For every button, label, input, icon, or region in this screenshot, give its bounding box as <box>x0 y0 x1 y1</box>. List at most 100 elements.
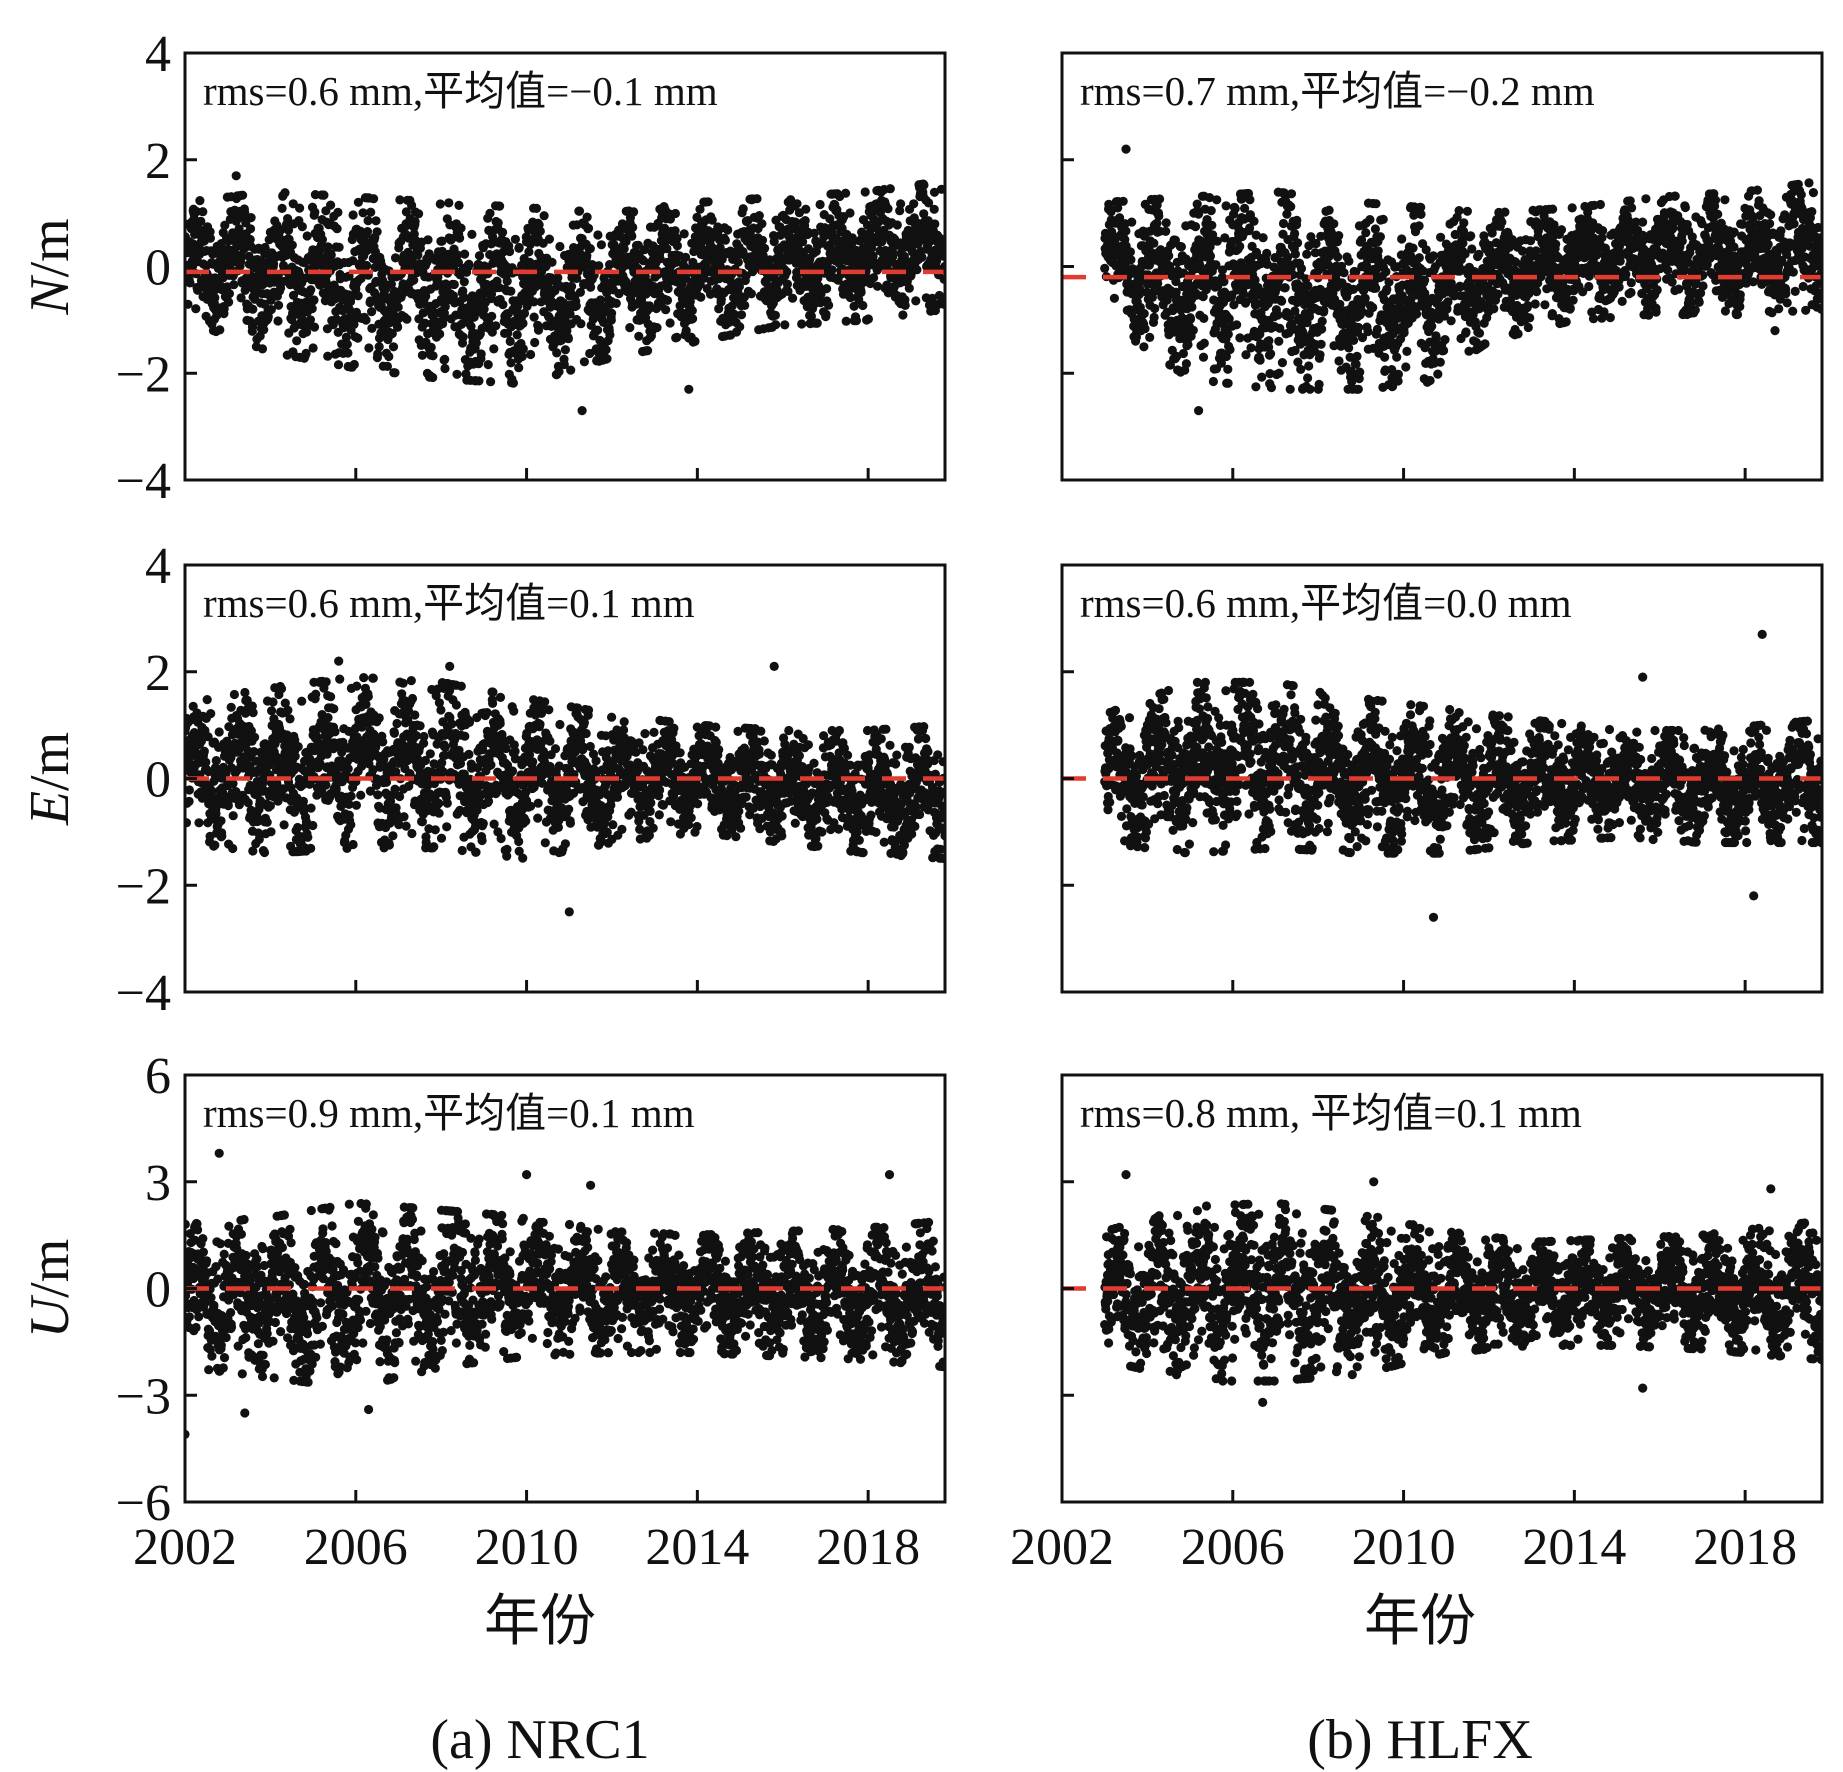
data-point <box>662 244 672 254</box>
data-point <box>1414 221 1424 231</box>
data-point <box>681 326 691 336</box>
data-point <box>353 291 363 301</box>
data-point <box>341 332 351 342</box>
data-point <box>652 323 662 333</box>
data-point <box>809 228 819 238</box>
data-point <box>847 233 857 243</box>
data-point <box>224 289 234 299</box>
data-point <box>422 257 432 267</box>
data-point <box>754 211 764 221</box>
data-point <box>1230 204 1240 214</box>
data-point <box>531 203 542 213</box>
data-point <box>572 273 582 283</box>
data-point <box>248 304 258 314</box>
data-point <box>401 207 411 217</box>
data-point <box>1275 323 1285 333</box>
data-point <box>1459 218 1469 228</box>
data-point <box>1467 244 1477 254</box>
data-point <box>1720 306 1730 316</box>
data-point <box>454 200 464 210</box>
data-point <box>388 342 399 352</box>
data-point <box>1208 376 1218 387</box>
data-point <box>930 219 940 229</box>
data-point <box>1149 312 1159 322</box>
data-point <box>1729 227 1739 237</box>
y-tick-label: −4 <box>116 453 171 510</box>
data-point <box>681 273 691 284</box>
data-point <box>1462 206 1472 216</box>
data-point <box>1565 303 1575 313</box>
data-point <box>382 361 392 371</box>
data-point <box>273 316 283 326</box>
data-point <box>1351 267 1361 277</box>
data-point <box>672 241 683 251</box>
data-point <box>1303 281 1313 291</box>
data-point <box>1357 333 1368 343</box>
data-point <box>1402 346 1412 356</box>
data-point <box>574 206 585 216</box>
data-point <box>1245 223 1255 233</box>
data-point <box>583 223 594 233</box>
data-point <box>1286 202 1296 212</box>
data-point <box>205 227 215 237</box>
data-point <box>302 327 312 337</box>
data-point <box>1393 376 1403 386</box>
data-point <box>1290 228 1300 239</box>
data-point <box>1399 328 1409 338</box>
data-point <box>627 231 637 241</box>
data-point <box>498 227 508 237</box>
data-point <box>1605 313 1615 323</box>
data-point <box>361 315 371 325</box>
data-point <box>1466 231 1476 241</box>
data-point <box>384 351 394 362</box>
data-point <box>827 265 837 275</box>
data-point <box>550 286 560 296</box>
data-point <box>371 216 381 226</box>
data-point <box>358 208 368 218</box>
data-point <box>1382 284 1392 294</box>
data-point <box>770 310 781 320</box>
data-point <box>1670 191 1680 201</box>
data-point <box>236 293 246 303</box>
data-point <box>1548 204 1558 214</box>
data-point <box>393 302 403 312</box>
data-point <box>276 283 286 293</box>
data-point <box>738 204 748 214</box>
data-point <box>619 244 629 254</box>
data-point <box>533 325 544 335</box>
data-point <box>409 275 419 285</box>
data-point <box>1246 343 1256 353</box>
data-point <box>1170 235 1180 245</box>
data-point <box>1551 239 1561 249</box>
data-point <box>1235 241 1245 251</box>
data-point <box>825 214 835 224</box>
data-point <box>444 198 454 208</box>
data-point <box>229 280 239 290</box>
data-point <box>849 301 859 311</box>
data-point <box>1735 290 1745 300</box>
data-point <box>332 224 342 234</box>
data-point <box>1443 297 1453 307</box>
data-point <box>733 257 743 267</box>
data-point <box>1735 301 1745 312</box>
data-point <box>689 246 699 257</box>
data-point <box>1578 287 1588 297</box>
data-point <box>1278 218 1289 229</box>
data-point <box>1454 206 1464 216</box>
data-point <box>1221 201 1231 211</box>
data-point <box>782 267 792 277</box>
data-point <box>851 316 862 326</box>
data-point <box>447 234 457 244</box>
data-point <box>1523 301 1533 311</box>
data-point <box>1696 288 1706 298</box>
data-point <box>1324 205 1334 215</box>
data-point <box>593 325 603 335</box>
data-point <box>428 372 438 383</box>
data-point <box>1397 234 1407 244</box>
data-point <box>1139 342 1149 352</box>
data-point <box>661 305 671 315</box>
data-point <box>440 354 450 364</box>
data-point <box>1251 382 1261 392</box>
data-point <box>414 209 424 219</box>
data-point <box>1439 345 1449 356</box>
